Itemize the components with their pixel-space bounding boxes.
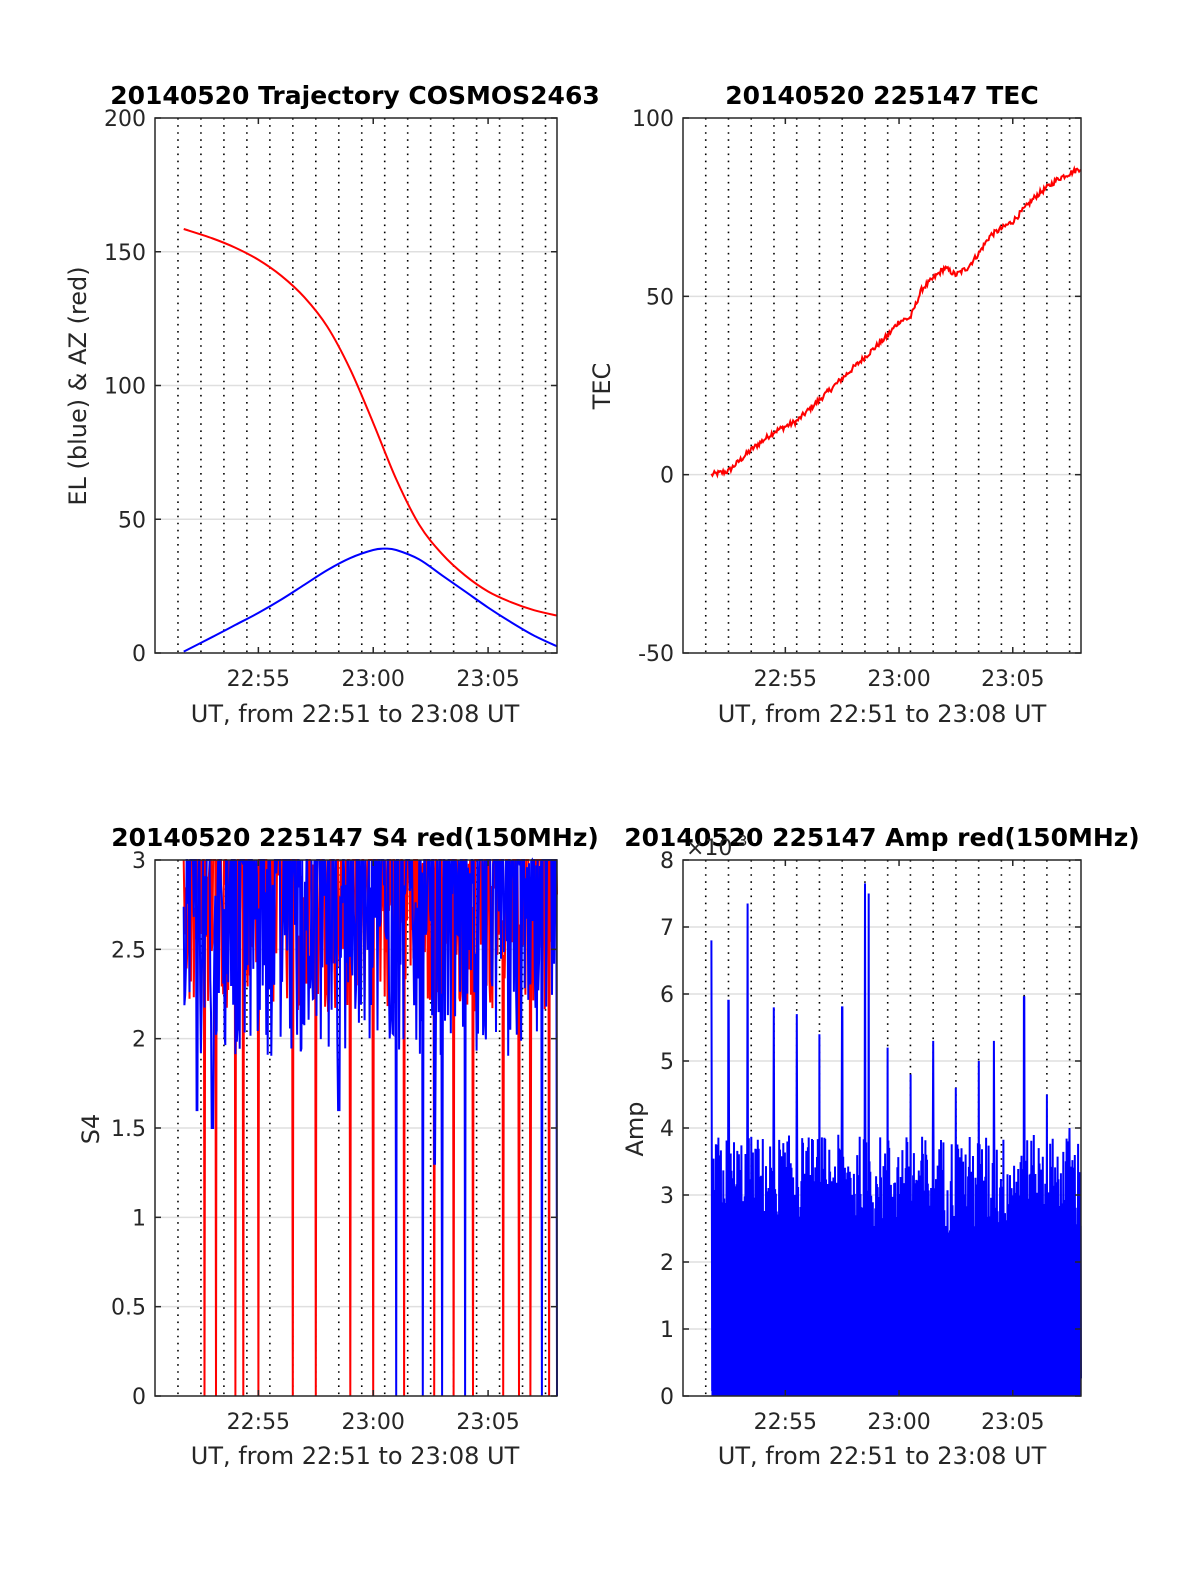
series-line-red [710, 165, 1082, 479]
y-tick-label: 50 [646, 285, 674, 310]
x-tick-label: 23:00 [867, 667, 930, 692]
y-tick-label: 3 [132, 849, 146, 874]
x-axis-label: UT, from 22:51 to 23:08 UT [718, 700, 1047, 728]
y-tick-label: 100 [104, 375, 146, 400]
x-tick-label: 23:00 [342, 667, 405, 692]
y-axis-label: S4 [77, 1114, 105, 1145]
y-tick-label: 1 [132, 1206, 146, 1231]
plot-area [683, 860, 1082, 1396]
series-line-blue [183, 547, 558, 653]
exponent-label: ×10-3 [686, 832, 747, 861]
x-tick-label: 23:05 [981, 1410, 1044, 1435]
y-tick-label: 2.5 [111, 938, 146, 963]
plot-area [155, 857, 558, 1397]
y-tick-label: 5 [660, 1050, 674, 1075]
x-tick-label: 22:55 [754, 667, 817, 692]
series-line-red [183, 228, 558, 617]
y-axis-label: TEC [588, 363, 616, 411]
series-group [710, 165, 1082, 479]
y-tick-label: 0.5 [111, 1296, 146, 1321]
y-axis-label: Amp [621, 1101, 649, 1156]
chart-title: 20140520 Trajectory COSMOS2463 [110, 81, 600, 110]
y-tick-label: 4 [660, 1117, 674, 1142]
plot-area [155, 118, 558, 653]
x-tick-label: 23:05 [456, 667, 519, 692]
x-axis-label: UT, from 22:51 to 23:08 UT [191, 700, 520, 728]
x-tick-label: 22:55 [227, 1410, 290, 1435]
x-tick-label: 23:05 [456, 1410, 519, 1435]
chart-title: 20140520 225147 TEC [725, 81, 1038, 110]
y-tick-label: 2 [132, 1028, 146, 1053]
x-tick-label: 23:00 [342, 1410, 405, 1435]
y-tick-label: 0 [660, 1385, 674, 1410]
chart-title: 20140520 225147 Amp red(150MHz) [624, 823, 1140, 852]
y-tick-label: 0 [132, 1385, 146, 1410]
series-fill-blue [711, 1241, 1081, 1396]
panel-s4: 20140520 225147 S4 red(150MHz) UT, from … [77, 823, 599, 1470]
axes-frame [682, 117, 1082, 654]
x-tick-label: 23:00 [867, 1410, 930, 1435]
y-tick-label: -50 [638, 642, 674, 667]
y-tick-label: 6 [660, 983, 674, 1008]
x-tick-label: 22:55 [227, 667, 290, 692]
x-axis-label: UT, from 22:51 to 23:08 UT [191, 1442, 520, 1470]
series-group [710, 883, 1082, 1396]
y-tick-label: 3 [660, 1184, 674, 1209]
panel-amp: 20140520 225147 Amp red(150MHz) UT, from… [621, 823, 1140, 1470]
y-tick-label: 150 [104, 241, 146, 266]
plot-area [683, 118, 1082, 653]
y-tick-label: 0 [132, 642, 146, 667]
y-tick-label: 1 [660, 1318, 674, 1343]
panel-tec: 20140520 225147 TEC UT, from 22:51 to 23… [588, 81, 1082, 728]
panel-trajectory: 20140520 Trajectory COSMOS2463 UT, from … [64, 81, 600, 728]
series-group [183, 228, 558, 653]
y-tick-label: 1.5 [111, 1117, 146, 1142]
x-tick-label: 22:55 [754, 1410, 817, 1435]
y-tick-label: 50 [118, 508, 146, 533]
y-tick-label: 0 [660, 464, 674, 489]
y-tick-label: 8 [660, 849, 674, 874]
y-tick-label: 200 [104, 107, 146, 132]
y-tick-label: 100 [632, 107, 674, 132]
y-tick-label: 7 [660, 916, 674, 941]
y-tick-label: 2 [660, 1251, 674, 1276]
y-axis-label: EL (blue) & AZ (red) [64, 266, 92, 505]
chart-title: 20140520 225147 S4 red(150MHz) [111, 823, 599, 852]
x-axis-label: UT, from 22:51 to 23:08 UT [718, 1442, 1047, 1470]
x-tick-label: 23:05 [981, 667, 1044, 692]
